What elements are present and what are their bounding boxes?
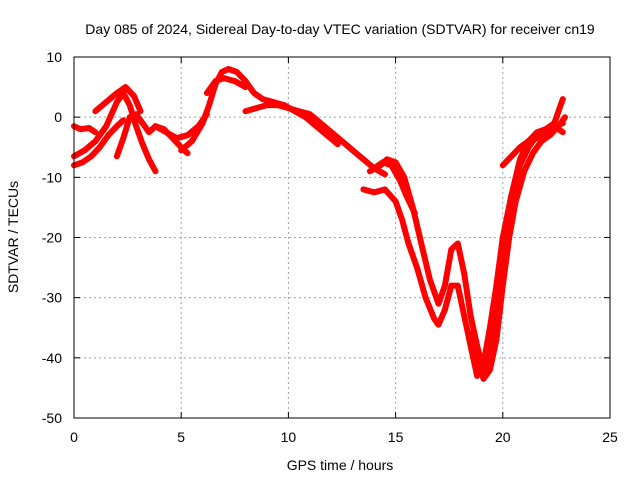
x-tick-label: 15: [388, 429, 404, 445]
x-tick-label: 0: [70, 429, 78, 445]
series-line-arc-15: [499, 120, 566, 169]
series-line-arc-08: [203, 75, 249, 97]
chart-title: Day 085 of 2024, Sidereal Day-to-day VTE…: [85, 21, 595, 37]
y-tick-label: -50: [42, 410, 62, 426]
series-line-arc-02: [71, 117, 127, 169]
series-line-arc-04: [92, 84, 144, 115]
series-line-arc-07: [178, 66, 275, 154]
x-tick-label: 10: [281, 429, 297, 445]
series-line-arc-13: [371, 159, 418, 217]
y-tick-label: 0: [54, 109, 62, 125]
series-line-arc-01: [71, 90, 159, 175]
y-tick-label: -20: [42, 230, 62, 246]
tick-layer: 0 5 10 15 20 25 10 0 -10 -20 -30 -40 -50: [42, 49, 618, 445]
y-tick-label: 10: [46, 49, 62, 65]
x-tick-label: 20: [495, 429, 511, 445]
series-layer: [71, 66, 568, 382]
series-line-arc-05: [113, 111, 191, 160]
series-line-arc-03: [71, 123, 99, 136]
y-tick-label: -40: [42, 350, 62, 366]
y-tick-label: -30: [42, 290, 62, 306]
y-axis-label: SDTVAR / TECUs: [5, 181, 21, 293]
series-line-arc-10: [259, 96, 341, 148]
series-line-arc-14: [467, 114, 568, 382]
x-tick-label: 5: [177, 429, 185, 445]
series-line-arc-09: [242, 102, 388, 178]
x-axis-label: GPS time / hours: [287, 457, 394, 473]
grid-layer: [74, 57, 610, 418]
y-tick-label: -10: [42, 169, 62, 185]
x-tick-label: 25: [602, 429, 618, 445]
